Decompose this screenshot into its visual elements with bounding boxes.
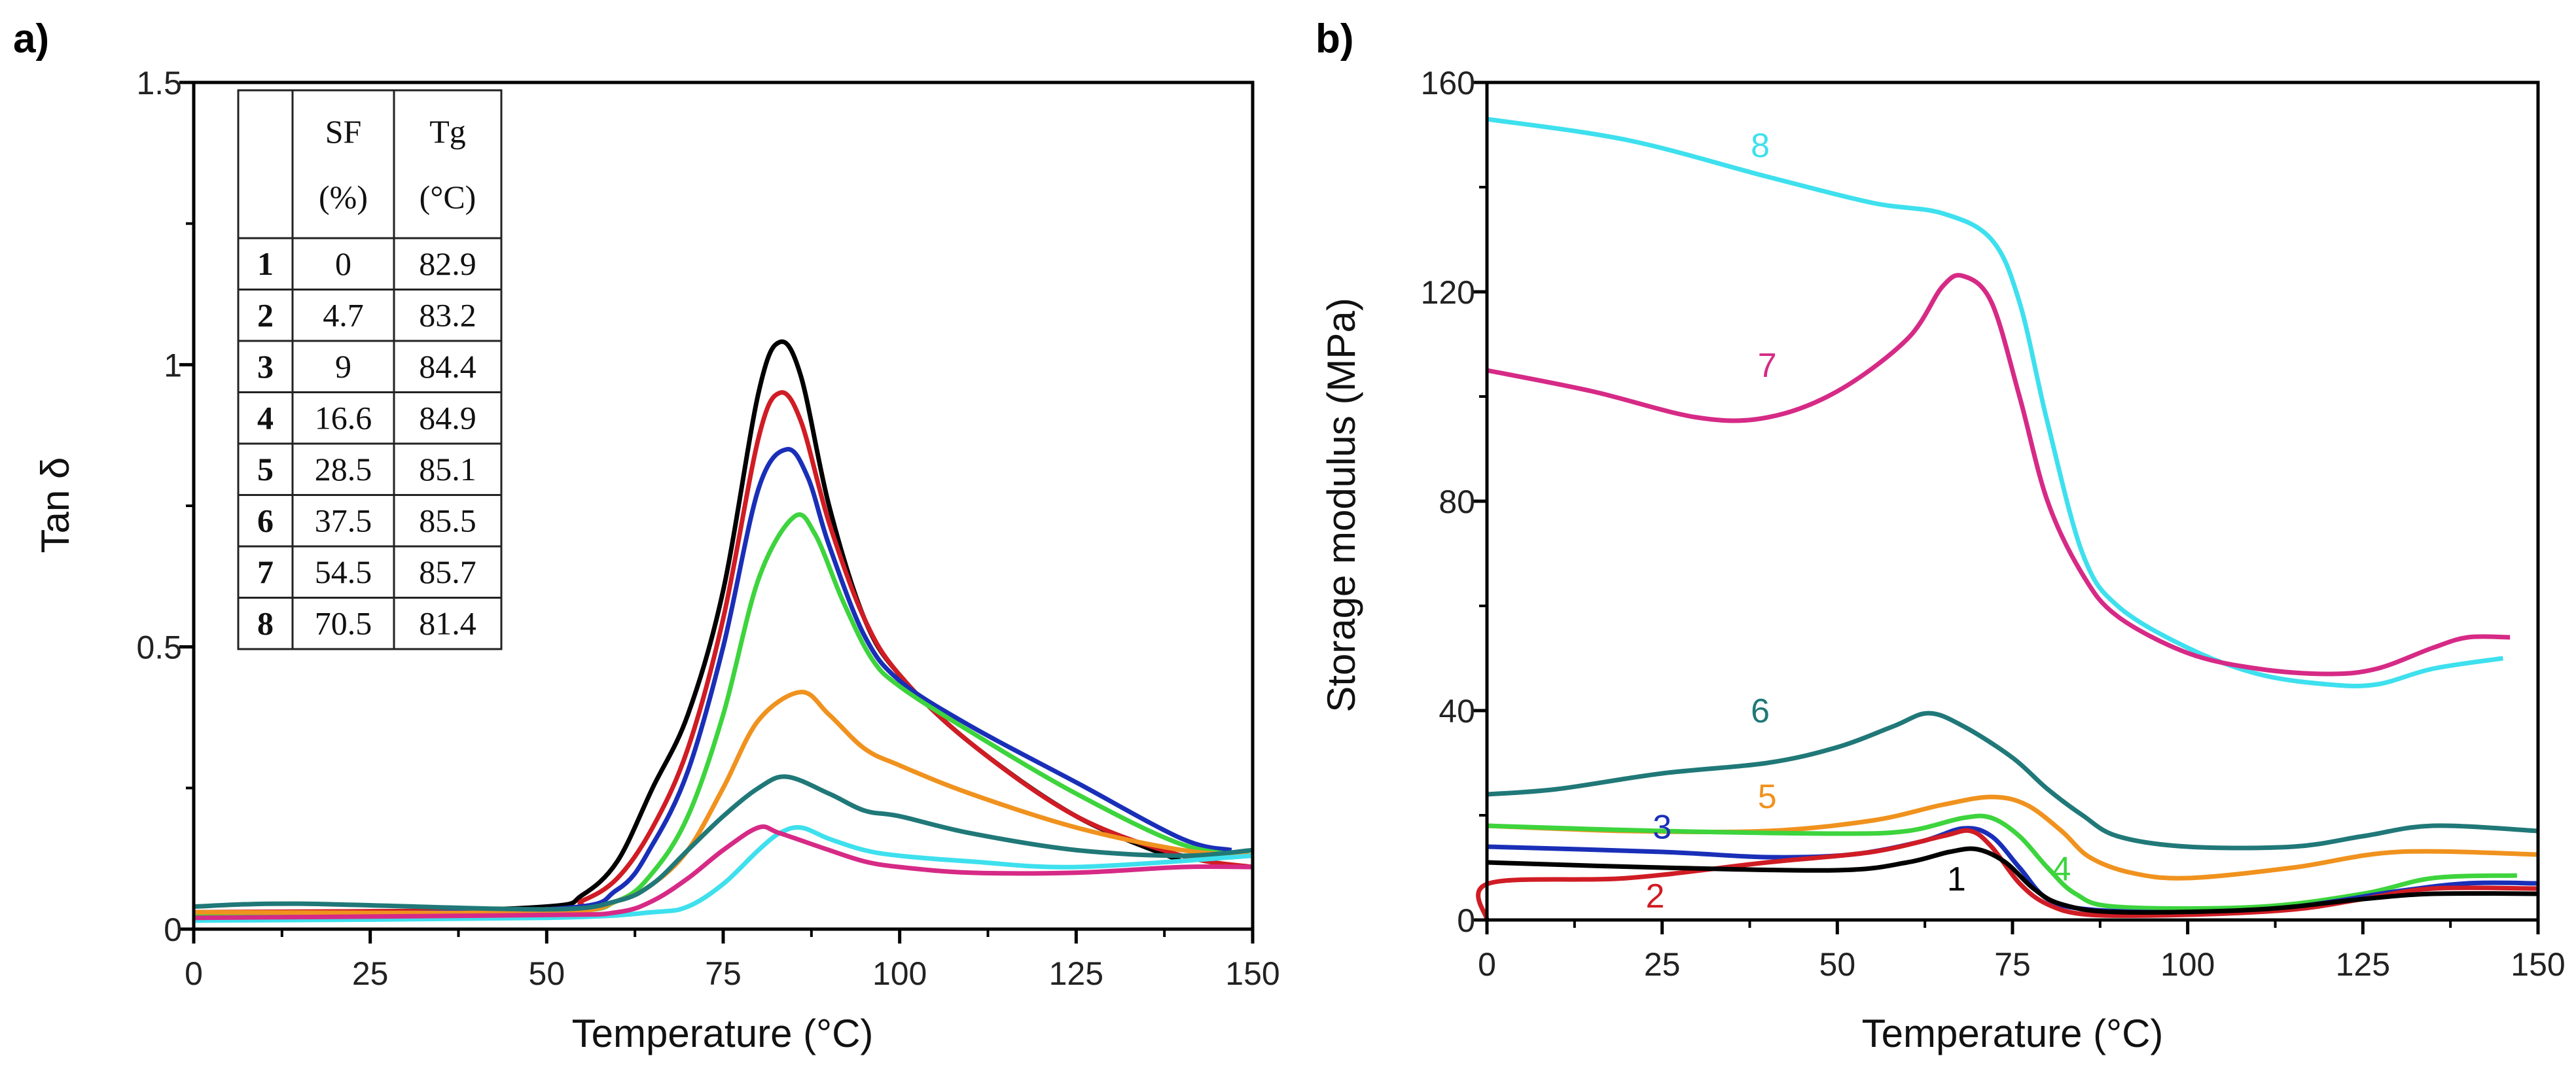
- y-tick-label: 1: [164, 347, 182, 383]
- panel-b-label: b): [1315, 16, 1354, 62]
- table-header-cell: (%): [319, 179, 368, 215]
- table-row-id: 8: [257, 605, 274, 642]
- y-tick-label: 40: [1439, 693, 1475, 730]
- table-cell: 82.9: [419, 245, 476, 282]
- y-tick-label: 0: [1457, 902, 1475, 939]
- table-cell: 84.4: [419, 348, 476, 385]
- table-header-cell: SF: [325, 113, 362, 150]
- panel-a-tan-delta-chart: a) Temperature (°C) Tan δ 0 25 50 75 100 125 1…: [13, 16, 1280, 1055]
- panel-b-x-axis-title: Temperature (°C): [1862, 1012, 2164, 1055]
- series-label-2: 2: [1645, 877, 1664, 915]
- table-cell: 70.5: [315, 605, 372, 642]
- series-label-5: 5: [1758, 778, 1777, 816]
- x-tick-label: 25: [352, 955, 389, 992]
- x-tick-label: 150: [2511, 946, 2565, 983]
- table-row-id: 3: [257, 348, 274, 385]
- table-cell: 9: [335, 348, 351, 385]
- table-cell: 16.6: [315, 400, 372, 436]
- sf-tg-table: SF Tg (%) (°C) 1 0 82.9 2 4.7 83.2 3 9 84.4 4 16.6 84.9…: [237, 89, 503, 650]
- x-tick-label: 0: [185, 955, 203, 992]
- series-label-3: 3: [1653, 809, 1672, 847]
- series-line-6: [193, 774, 1253, 912]
- table-row-id: 1: [257, 245, 274, 282]
- y-tick-label: 1.5: [136, 65, 182, 101]
- x-tick-label: 150: [1225, 955, 1279, 992]
- table-cell: 85.7: [419, 554, 476, 590]
- x-tick-label: 50: [529, 955, 565, 992]
- series-line-5: [193, 690, 1253, 915]
- series-line-8: [193, 824, 1253, 921]
- panel-b-storage-modulus-chart: b) Temperature (°C) Storage modulus (MPa…: [1315, 16, 2566, 1055]
- y-tick-label: 0: [164, 911, 182, 948]
- series-line-3: [1486, 826, 2539, 915]
- series-label-4: 4: [2052, 851, 2071, 889]
- table-cell: 84.9: [419, 400, 476, 436]
- x-tick-label: 75: [1994, 946, 2031, 983]
- table-border: [237, 89, 503, 650]
- panel-a-x-axis-title: Temperature (°C): [572, 1012, 874, 1055]
- panel-a-series: [193, 339, 1253, 923]
- series-line-4: [1486, 813, 2517, 911]
- table-row-id: 6: [257, 503, 274, 539]
- series-label-6: 6: [1751, 692, 1770, 730]
- x-tick-label: 50: [1819, 946, 1856, 983]
- y-tick-label: 80: [1439, 484, 1475, 520]
- table-cell: 83.2: [419, 297, 476, 334]
- table-row-id: 4: [257, 400, 274, 436]
- table-cell: 37.5: [315, 503, 372, 539]
- series-line-1: [1486, 846, 2539, 915]
- x-tick-label: 125: [2336, 946, 2390, 983]
- table-cell: 85.1: [419, 451, 476, 487]
- series-label-1: 1: [1947, 860, 1966, 898]
- table-cell: 4.7: [323, 297, 364, 334]
- series-line-3: [193, 447, 1232, 917]
- x-tick-label: 100: [872, 955, 927, 992]
- table-cell: 81.4: [419, 605, 476, 642]
- table-cell: 85.5: [419, 503, 476, 539]
- table-cell: 54.5: [315, 554, 372, 590]
- table-header-cell: (°C): [420, 179, 476, 215]
- table-row-id: 2: [257, 297, 274, 334]
- table-cell: 28.5: [315, 451, 372, 487]
- series-line-2: [193, 390, 1253, 915]
- panel-b-series: [1476, 116, 2539, 921]
- x-tick-label: 0: [1478, 946, 1496, 983]
- series-line-7: [1486, 273, 2511, 677]
- series-line-6: [1486, 711, 2539, 851]
- x-tick-label: 75: [705, 955, 742, 992]
- panel-a-label: a): [13, 16, 49, 62]
- series-label-8: 8: [1751, 127, 1770, 165]
- table-cell: 0: [335, 245, 351, 282]
- table-row-id: 7: [257, 554, 274, 590]
- x-tick-label: 25: [1644, 946, 1681, 983]
- y-tick-label: 120: [1421, 274, 1475, 311]
- series-line-2: [1476, 828, 2539, 921]
- y-tick-label: 0.5: [136, 629, 182, 666]
- panel-a-y-axis-title: Tan δ: [33, 457, 77, 554]
- table-row-id: 5: [257, 451, 274, 487]
- y-tick-label: 160: [1421, 65, 1475, 101]
- series-label-7: 7: [1758, 347, 1777, 385]
- x-tick-label: 125: [1049, 955, 1103, 992]
- panel-b-y-axis-title: Storage modulus (MPa): [1319, 298, 1363, 713]
- panel-b-plot-frame: [1485, 80, 2540, 922]
- series-line-8: [1486, 116, 2503, 689]
- table-header-cell: Tg: [429, 113, 466, 150]
- x-tick-label: 100: [2160, 946, 2215, 983]
